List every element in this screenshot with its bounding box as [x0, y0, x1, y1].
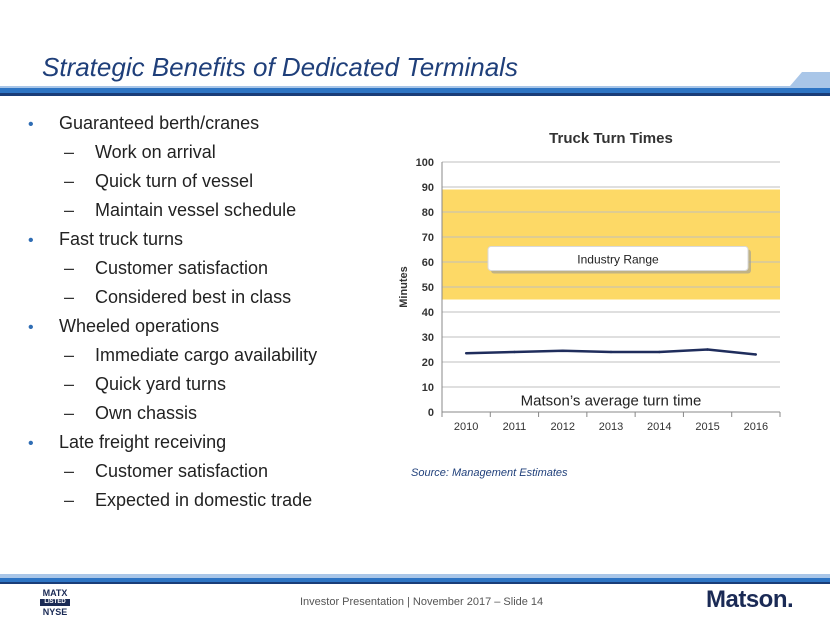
dash-icon: – [64, 287, 75, 307]
bullet-text: Work on arrival [95, 142, 216, 162]
dash-icon: – [64, 345, 75, 365]
y-tick-label: 80 [422, 207, 434, 219]
bullet-text: Fast truck turns [59, 229, 184, 249]
y-tick-label: 20 [422, 357, 434, 369]
y-axis-label: Minutes [398, 266, 410, 308]
series-point [464, 352, 468, 355]
bullet-text: Considered best in class [95, 287, 292, 307]
badge-listed: LISTED [40, 599, 70, 606]
footer-text: Investor Presentation | November 2017 – … [300, 596, 544, 608]
sub-bullet-item: – Maintain vessel schedule [28, 198, 378, 227]
x-tick-label: 2012 [550, 421, 574, 433]
sub-bullet-item: – Quick turn of vessel [28, 169, 378, 198]
dash-icon: – [64, 200, 75, 220]
sub-bullet-item: – Customer satisfaction [28, 459, 378, 488]
bullet-list: • Guaranteed berth/cranes – Work on arrival… [28, 111, 378, 517]
sub-bullet-item: – Own chassis [28, 401, 378, 430]
title-underline-bar [0, 72, 830, 96]
y-tick-label: 60 [422, 257, 434, 269]
y-tick-label: 50 [422, 282, 434, 294]
dash-icon: – [64, 374, 75, 394]
industry-range-band [442, 189, 780, 300]
source-note: Source: Management Estimates [411, 467, 568, 479]
x-tick-label: 2013 [599, 421, 623, 433]
dash-icon: – [64, 461, 75, 481]
matson-average-annotation: Matson’s average turn time [521, 393, 702, 410]
bullet-item: • Fast truck turns [28, 227, 378, 256]
footer-bar [0, 574, 830, 584]
bullet-text: Customer satisfaction [95, 258, 269, 278]
industry-range-label: Industry Range [577, 253, 659, 267]
badge-ticker: MATX [42, 588, 68, 598]
slide-title: Strategic Benefits of Dedicated Terminal… [42, 52, 518, 82]
nyse-listed-badge: MATX LISTED NYSE [40, 588, 70, 617]
dash-icon: – [64, 258, 75, 278]
bullet-text: Expected in domestic trade [95, 490, 313, 510]
sub-bullet-item: – Expected in domestic trade [28, 488, 378, 517]
bullet-item: • Wheeled operations [28, 314, 378, 343]
x-tick-label: 2014 [647, 421, 671, 433]
bullet-text: Quick turn of vessel [95, 171, 254, 191]
bullet-dot-icon: • [28, 232, 34, 249]
y-tick-label: 90 [422, 182, 434, 194]
sub-bullet-item: – Customer satisfaction [28, 256, 378, 285]
bullet-text: Immediate cargo availability [95, 345, 318, 365]
matson-logo: Matson. [706, 586, 794, 613]
bullet-text: Quick yard turns [95, 374, 227, 394]
bullet-text: Maintain vessel schedule [95, 200, 297, 220]
y-tick-label: 0 [428, 407, 434, 419]
series-point [513, 350, 516, 354]
x-tick-label: 2010 [454, 421, 478, 433]
bullet-dot-icon: • [28, 116, 34, 133]
dash-icon: – [64, 490, 75, 510]
bullet-item: • Guaranteed berth/cranes [28, 111, 378, 140]
sub-bullet-item: – Considered best in class [28, 285, 378, 314]
chart-title: Truck Turn Times [549, 130, 673, 147]
dash-icon: – [64, 171, 75, 191]
sub-bullet-item: – Immediate cargo availability [28, 343, 378, 372]
bullet-dot-icon: • [28, 435, 34, 452]
x-tick-label: 2016 [744, 421, 768, 433]
y-tick-label: 100 [416, 157, 434, 169]
sub-bullet-item: – Quick yard turns [28, 372, 378, 401]
truck-turn-times-chart: Truck Turn Times 0 10 20 30 40 50 60 70 80 90 100 20… [398, 130, 781, 433]
sub-bullet-item: – Work on arrival [28, 140, 378, 169]
bullet-text: Guaranteed berth/cranes [59, 113, 260, 133]
bullet-item: • Late freight receiving [28, 430, 378, 459]
series-point [658, 350, 661, 354]
y-tick-label: 70 [422, 232, 434, 244]
bullet-text: Own chassis [95, 403, 198, 423]
y-tick-label: 40 [422, 307, 434, 319]
series-point [561, 349, 564, 352]
series-point [706, 348, 709, 351]
y-tick-label: 10 [422, 382, 434, 394]
bullet-text: Customer satisfaction [95, 461, 269, 481]
dash-icon: – [64, 142, 75, 162]
series-point [754, 353, 758, 356]
x-tick-label: 2015 [695, 421, 719, 433]
industry-range-label-box [487, 246, 749, 271]
x-tick-label: 2011 [503, 421, 527, 433]
bullet-text: Late freight receiving [59, 432, 227, 452]
badge-exchange: NYSE [42, 607, 68, 617]
dash-icon: – [64, 403, 75, 423]
y-tick-label: 30 [422, 332, 434, 344]
bullet-text: Wheeled operations [59, 316, 220, 336]
series-point [609, 350, 613, 354]
bullet-dot-icon: • [28, 319, 34, 336]
